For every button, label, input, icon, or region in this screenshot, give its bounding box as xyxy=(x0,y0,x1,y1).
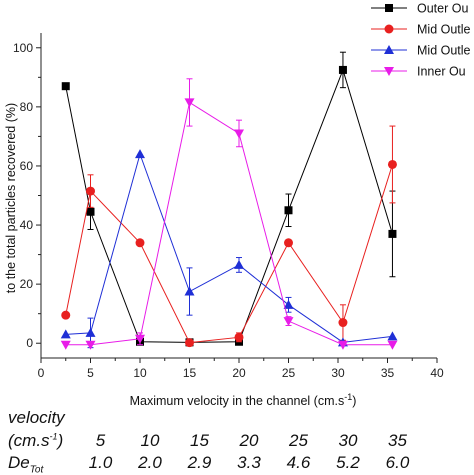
x-tick-label: 40 xyxy=(430,366,444,380)
data-point xyxy=(85,327,96,337)
legend-marker xyxy=(385,4,393,12)
velocity-value: 35 xyxy=(388,431,407,450)
data-point xyxy=(184,286,195,296)
data-point xyxy=(387,159,397,169)
series-line xyxy=(65,152,393,343)
velocity-value: 30 xyxy=(338,431,358,450)
velocity-value: 25 xyxy=(289,431,308,450)
data-point xyxy=(61,310,71,320)
data-point xyxy=(283,299,294,309)
legend-label: Inner Ou xyxy=(417,65,466,79)
x-tick-label: 35 xyxy=(381,366,395,380)
data-point xyxy=(387,340,398,350)
y-tick-label: 40 xyxy=(20,218,34,232)
data-point xyxy=(284,238,293,248)
x-tick-label: 15 xyxy=(183,366,197,380)
data-point xyxy=(234,129,244,139)
legend-label: Mid Outle xyxy=(417,23,471,37)
data-point xyxy=(61,82,70,91)
legend-marker xyxy=(384,24,394,34)
data-point xyxy=(135,334,145,344)
units-main: (cm.s xyxy=(8,431,50,450)
x-axis-title: Maximum velocity in the channel (cm.s-1) xyxy=(130,392,357,408)
y-tick-label: 80 xyxy=(20,100,34,114)
legend-label: Mid Outle xyxy=(417,44,471,58)
series-line xyxy=(65,101,393,346)
data-point xyxy=(85,340,96,350)
data-point xyxy=(387,331,398,341)
x-tick-label: 0 xyxy=(38,366,45,380)
legend: Outer Ou Mid Outle Mid Outle Inner Ou xyxy=(371,2,471,79)
x-tick-label: 10 xyxy=(133,366,147,380)
y-tick-label: 100 xyxy=(13,41,33,55)
x-tick-label: 5 xyxy=(87,366,94,380)
plot-area xyxy=(60,51,398,350)
y-tick-label: 60 xyxy=(20,159,34,173)
y-tick-label: 20 xyxy=(20,277,34,291)
series-4 xyxy=(60,78,398,350)
x-tick-label: 20 xyxy=(232,366,246,380)
de-main: De xyxy=(8,453,30,472)
de-value: 4.6 xyxy=(286,453,311,472)
x-tick-label: 25 xyxy=(282,366,296,380)
data-point xyxy=(388,229,397,238)
series-line xyxy=(65,68,393,343)
de-value: 2.9 xyxy=(187,453,212,472)
y-axis-title: to the total particles recovered (%) xyxy=(4,103,18,293)
data-point xyxy=(284,206,293,215)
table-row-label-units: (cm.s-1) xyxy=(8,431,63,451)
velocity-value: 20 xyxy=(239,431,259,450)
units-end: ) xyxy=(57,431,64,450)
legend-marker xyxy=(384,45,394,54)
data-point xyxy=(135,238,145,248)
data-point xyxy=(234,259,244,269)
de-value: 3.3 xyxy=(237,453,261,472)
data-point xyxy=(337,340,348,350)
series-3 xyxy=(60,149,398,349)
y-tick-label: 0 xyxy=(26,336,33,350)
de-value: 6.0 xyxy=(385,453,410,472)
parameter-table: velocity (cm.s-1) DeTot 5 10 15 20 25 30 35 1.… xyxy=(0,405,474,475)
de-value: 1.0 xyxy=(88,453,113,472)
series-2 xyxy=(61,125,397,348)
data-point xyxy=(86,207,95,216)
data-point xyxy=(60,329,71,339)
data-point xyxy=(234,332,244,342)
legend-marker xyxy=(384,67,394,76)
table-row-label-de: DeTot xyxy=(8,453,43,475)
data-point xyxy=(283,317,294,327)
legend-label: Outer Ou xyxy=(417,2,468,16)
data-point xyxy=(60,340,71,350)
data-point xyxy=(135,149,145,159)
series-1 xyxy=(61,51,397,347)
table-row-label-velocity: velocity xyxy=(8,408,65,427)
data-point xyxy=(86,186,95,196)
data-point xyxy=(338,318,348,328)
de-value: 5.2 xyxy=(336,453,360,472)
data-point xyxy=(338,65,347,74)
velocity-value: 5 xyxy=(95,431,106,450)
series-line xyxy=(65,164,393,344)
velocity-value: 15 xyxy=(190,431,209,450)
data-point xyxy=(184,98,195,108)
de-value: 2.0 xyxy=(138,453,162,472)
axes: 0 5 10 15 20 25 30 35 40 0 20 40 60 80 100 xyxy=(13,33,444,380)
velocity-value: 10 xyxy=(140,431,160,450)
x-tick-label: 30 xyxy=(331,366,345,380)
data-point xyxy=(185,338,194,348)
units-sup: -1 xyxy=(49,431,58,442)
de-sub: Tot xyxy=(29,464,44,475)
